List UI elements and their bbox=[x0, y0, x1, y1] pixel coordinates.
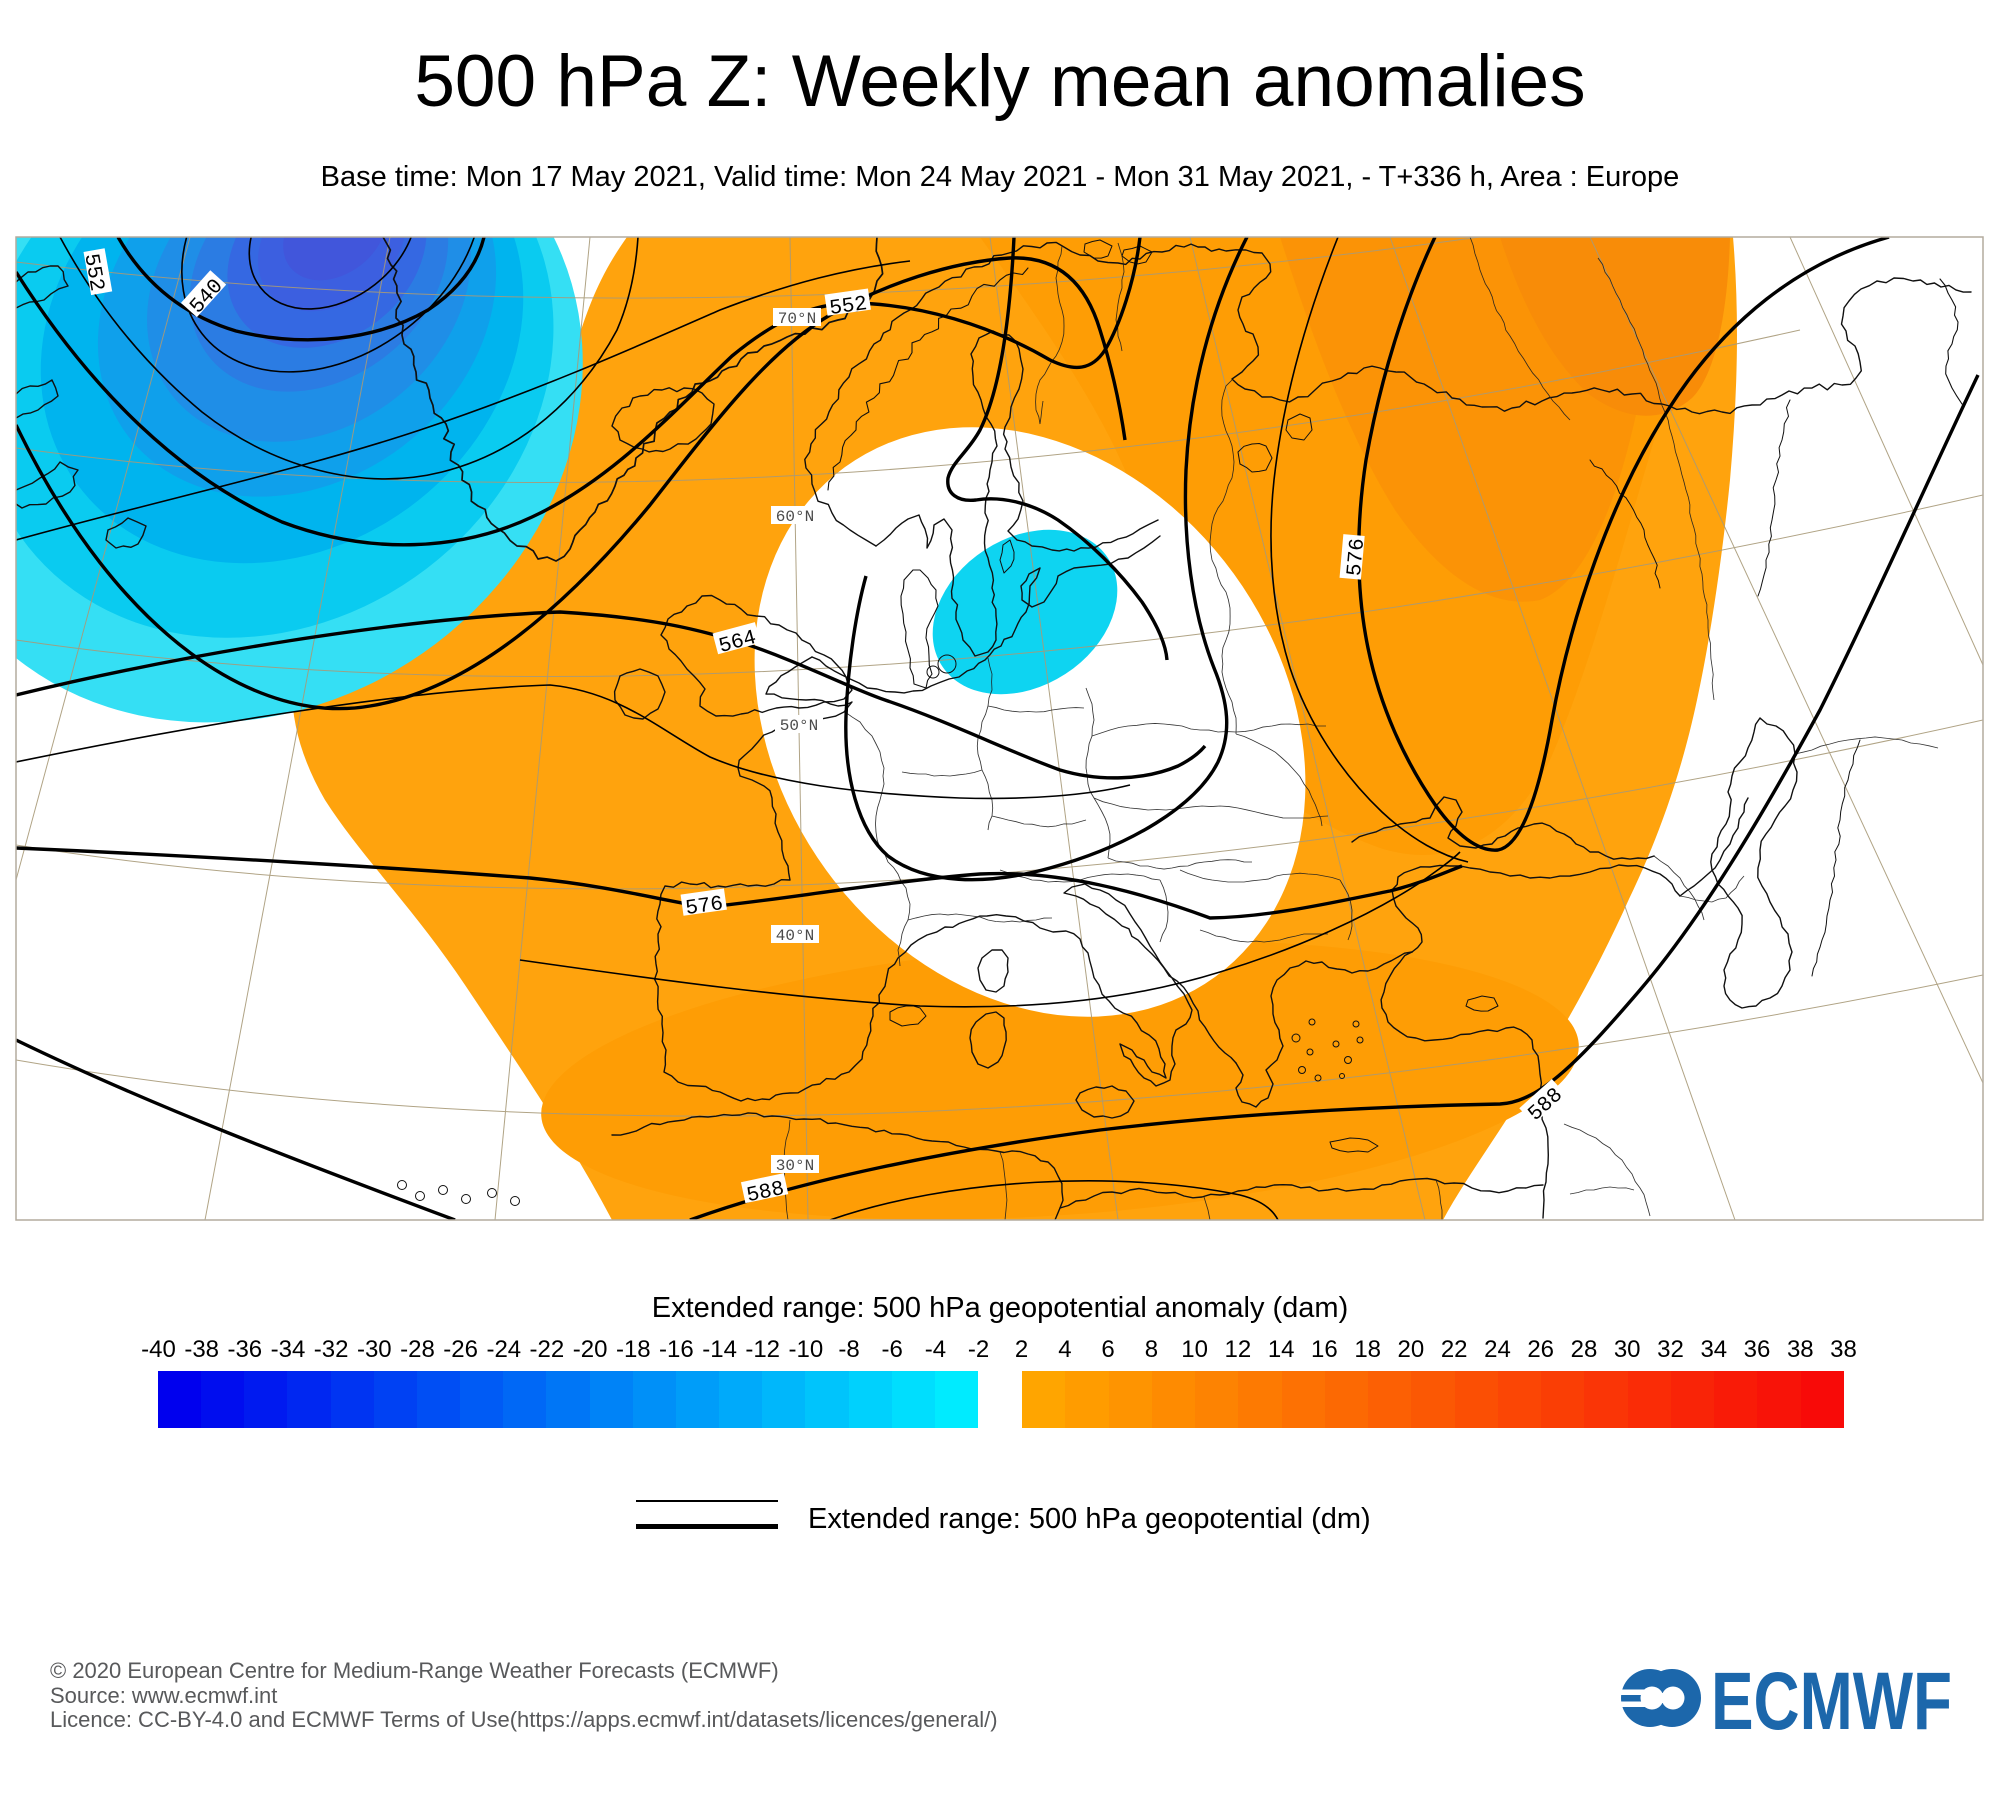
svg-text:60°N: 60°N bbox=[776, 508, 814, 526]
svg-text:ECMWF: ECMWF bbox=[1711, 1668, 1952, 1736]
svg-text:30°N: 30°N bbox=[776, 1157, 814, 1175]
svg-text:40°N: 40°N bbox=[776, 927, 814, 945]
svg-text:70°N: 70°N bbox=[778, 310, 816, 328]
svg-text:576: 576 bbox=[1344, 537, 1370, 577]
svg-text:50°N: 50°N bbox=[780, 717, 818, 735]
svg-text:576: 576 bbox=[684, 893, 725, 921]
svg-text:552: 552 bbox=[828, 293, 869, 321]
